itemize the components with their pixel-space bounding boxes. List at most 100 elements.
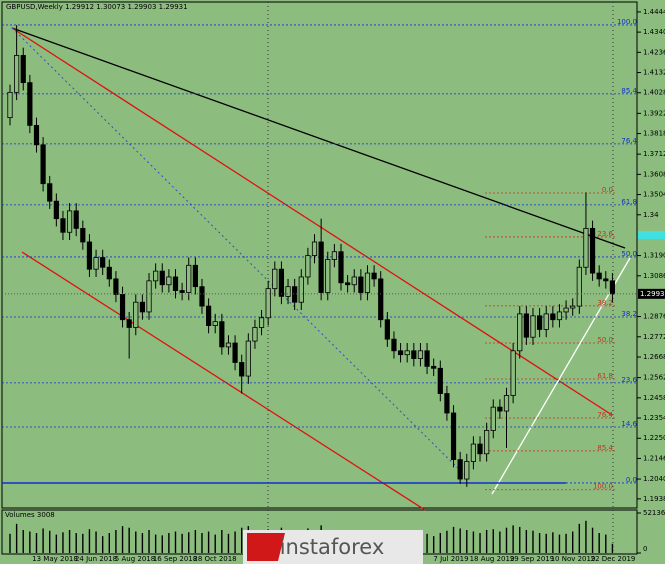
candle-body: [146, 280, 152, 313]
trend-line: [11, 27, 626, 249]
candle-body: [33, 124, 40, 146]
candle-body: [73, 210, 79, 229]
fib-line: [11, 27, 471, 481]
channel-line: [21, 251, 426, 511]
y-tick-label: 1.20400: [643, 475, 665, 483]
candle-body: [245, 340, 251, 377]
candle-body: [205, 305, 212, 326]
y-tick-label: 1.42360: [643, 48, 665, 56]
candle-body: [258, 317, 265, 328]
candle-body: [384, 319, 390, 340]
candle-body: [252, 327, 258, 342]
candle-body: [153, 270, 159, 282]
candle-body: [325, 259, 331, 293]
candle-body: [543, 313, 549, 330]
fib-label: 76.4: [621, 137, 637, 145]
y-tick-label: 1.43400: [643, 28, 665, 36]
candle-body: [470, 443, 477, 462]
candle-body: [53, 200, 59, 220]
y-tick-label: 1.38180: [643, 130, 665, 138]
candle-body: [119, 294, 126, 321]
y-tick-label: 1.23540: [643, 414, 665, 422]
candle-body: [86, 241, 93, 270]
candle-body: [404, 350, 410, 356]
volume-tick-label: 521365: [643, 509, 665, 517]
candle-body: [219, 321, 225, 348]
x-tick-label: 29 Sep 2019: [510, 555, 554, 563]
y-tick-label: 1.40280: [643, 89, 665, 97]
candle-body: [40, 144, 46, 185]
fib-label: 38.2: [621, 310, 637, 318]
candle-body: [371, 272, 377, 280]
candle-body: [450, 412, 457, 461]
x-tick-label: 28 Oct 2018: [193, 555, 236, 563]
y-tick-label: 1.19380: [643, 495, 665, 503]
y-tick-label: 1.31900: [643, 252, 665, 260]
candle-body: [391, 338, 397, 352]
candle-body: [583, 227, 589, 268]
y-tick-label: 1.30860: [643, 272, 665, 280]
candle-body: [100, 257, 106, 268]
candle-body: [477, 443, 483, 455]
candle-body: [609, 280, 616, 295]
x-tick-label: 5 Aug 2018: [115, 555, 155, 563]
candle-body: [397, 350, 404, 356]
y-tick-label: 1.41320: [643, 69, 665, 77]
candle-body: [457, 459, 463, 480]
candle-body: [484, 430, 490, 455]
candle-body: [60, 218, 66, 233]
candle-body: [510, 350, 516, 396]
candle-body: [126, 319, 132, 328]
current-price-box: [638, 288, 665, 299]
chart-title: GBPUSD,Weekly 1.29912 1.30073 1.29903 1.…: [6, 3, 188, 11]
y-tick-label: 1.27720: [643, 333, 665, 341]
candle-body: [225, 342, 232, 348]
candle-body: [431, 365, 437, 369]
y-tick-label: 1.22500: [643, 434, 665, 442]
x-tick-label: 13 May 2018: [32, 555, 78, 563]
candle-body: [172, 276, 179, 291]
fib-label: 50.0: [621, 250, 637, 258]
candle-body: [464, 461, 470, 480]
candle-body: [576, 266, 582, 307]
fib-label: 61.8: [597, 372, 613, 380]
candle-body: [166, 276, 172, 286]
candle-body: [66, 210, 73, 233]
candle-body: [212, 321, 218, 326]
fib-label: 100.0: [617, 18, 637, 26]
candle-body: [563, 307, 569, 313]
fib-label: 85.4: [597, 444, 613, 452]
candle-body: [603, 278, 609, 282]
candle-body: [192, 264, 198, 288]
x-tick-label: 7 Jul 2019: [433, 555, 468, 563]
candle-body: [272, 268, 278, 290]
x-tick-label: 24 Jun 2018: [75, 555, 117, 563]
candle-body: [106, 266, 112, 280]
candle-body: [411, 350, 417, 359]
fib-label: 0.0: [626, 476, 637, 484]
candle-body: [113, 278, 119, 295]
candle-body: [589, 227, 596, 274]
candle-body: [537, 315, 543, 330]
plot-frame: [1, 1, 638, 509]
candle-body: [424, 350, 430, 367]
candle-body: [417, 350, 424, 359]
y-tick-label: 1.39220: [643, 109, 665, 117]
fib-label: 23.6: [597, 230, 613, 238]
candle-body: [550, 313, 556, 321]
candle-body: [186, 264, 192, 293]
candle-body: [239, 362, 245, 377]
candle-body: [596, 272, 602, 280]
x-tick-label: 22 Dec 2019: [591, 555, 636, 563]
candle-body: [7, 91, 13, 119]
candle-body: [530, 315, 536, 338]
candle-body: [523, 313, 529, 338]
candle-body: [80, 227, 86, 243]
fib-label: 85.4: [621, 87, 637, 95]
candle-body: [364, 272, 371, 293]
candle-body: [311, 241, 318, 256]
fib-label: 61.8: [621, 198, 637, 206]
y-tick-label: 1.26680: [643, 353, 665, 361]
y-tick-label: 1.21460: [643, 454, 665, 462]
logo-text: instaforex: [280, 535, 385, 559]
